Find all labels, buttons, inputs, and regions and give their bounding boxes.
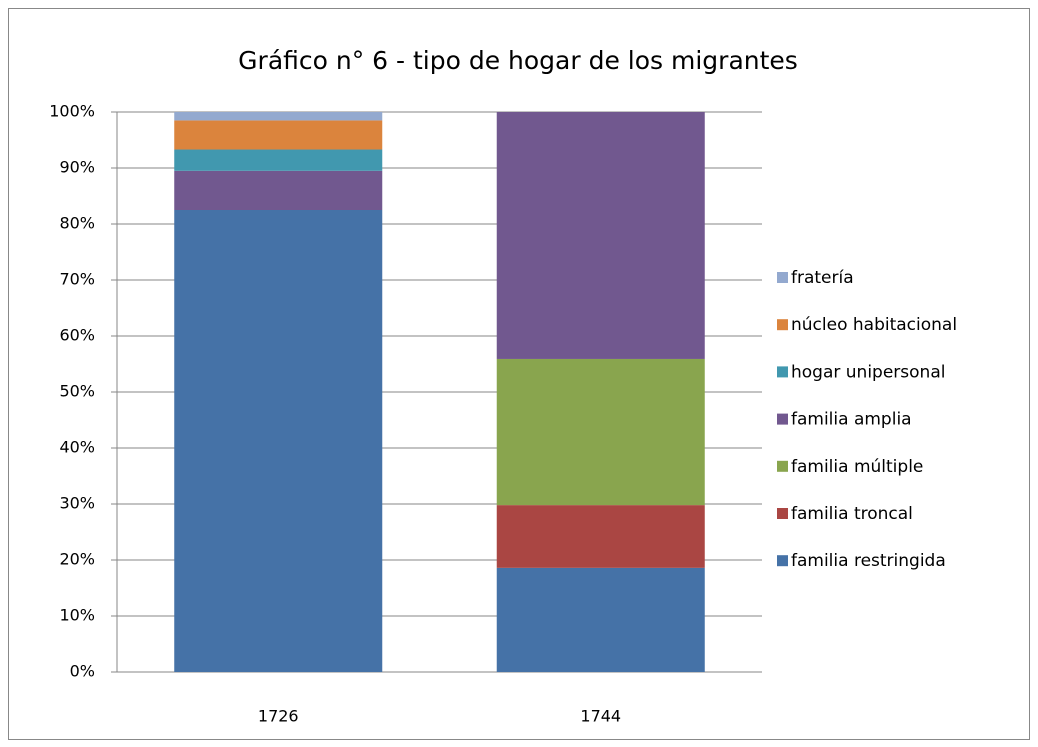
legend-label: familia restringida bbox=[791, 551, 946, 571]
legend-label: fratería bbox=[791, 268, 854, 288]
y-tick-label: 90% bbox=[59, 158, 95, 177]
bar-segment bbox=[496, 358, 705, 506]
y-tick-label: 60% bbox=[59, 326, 95, 345]
y-tick-label: 100% bbox=[49, 102, 95, 121]
legend-swatch bbox=[777, 413, 788, 425]
bar-segment bbox=[174, 120, 383, 150]
y-tick-label: 20% bbox=[59, 550, 95, 569]
bar-segment bbox=[496, 567, 705, 672]
legend-swatch bbox=[777, 319, 788, 331]
y-tick-label: 40% bbox=[59, 438, 95, 457]
legend-swatch bbox=[777, 272, 788, 283]
x-tick-label: 1744 bbox=[580, 707, 621, 726]
y-tick-label: 80% bbox=[59, 214, 95, 233]
bar-segment bbox=[174, 112, 383, 121]
bar-segment bbox=[174, 170, 383, 210]
x-tick-label: 1726 bbox=[258, 707, 299, 726]
legend-swatch bbox=[777, 508, 788, 519]
legend-label: hogar unipersonal bbox=[791, 362, 945, 382]
bar-segment bbox=[496, 505, 705, 568]
bar-segment bbox=[174, 210, 383, 672]
legend-label: núcleo habitacional bbox=[791, 315, 957, 335]
bar-segment bbox=[496, 112, 705, 359]
legend-swatch bbox=[777, 555, 788, 567]
legend-swatch bbox=[777, 460, 788, 472]
legend-swatch bbox=[777, 366, 788, 378]
legend-label: familia amplia bbox=[791, 410, 912, 430]
y-tick-label: 70% bbox=[59, 270, 95, 289]
chart-title: Gráfico n° 6 - tipo de hogar de los migr… bbox=[238, 46, 798, 75]
legend-label: familia múltiple bbox=[791, 457, 923, 477]
y-tick-label: 10% bbox=[59, 606, 95, 625]
bar-segment bbox=[174, 149, 383, 171]
legend-label: familia troncal bbox=[791, 504, 913, 524]
y-tick-label: 30% bbox=[59, 494, 95, 513]
y-tick-label: 0% bbox=[70, 662, 95, 681]
y-tick-label: 50% bbox=[59, 382, 95, 401]
